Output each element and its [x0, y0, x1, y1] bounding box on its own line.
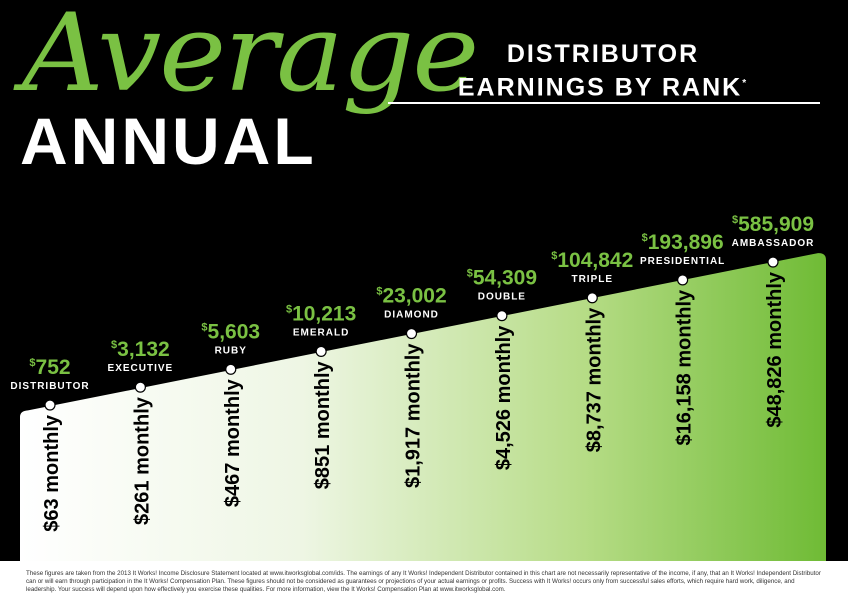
currency-symbol: $ [376, 286, 382, 298]
annual-number: 54,309 [473, 267, 537, 290]
currency-symbol: $ [201, 321, 207, 333]
monthly-label-6: $8,737 monthly [583, 307, 605, 452]
monthly-label-1: $261 monthly [131, 396, 153, 525]
point-1 [134, 381, 146, 393]
annual-number: 5,603 [208, 320, 261, 343]
annual-number: 3,132 [117, 338, 170, 361]
monthly-label-4: $1,917 monthly [403, 343, 425, 488]
currency-symbol: $ [551, 250, 557, 262]
currency-symbol: $ [467, 268, 473, 280]
rank-label-0: DISTRIBUTOR [10, 381, 89, 392]
annual-value-0: $752 [29, 356, 70, 379]
currency-symbol: $ [111, 339, 117, 351]
annual-value-7: $193,896 [642, 231, 724, 254]
point-7 [677, 274, 689, 286]
annual-title: ANNUAL [20, 104, 317, 178]
annual-value-3: $10,213 [286, 302, 356, 325]
rank-label-7: PRESIDENTIAL [640, 256, 725, 267]
monthly-label-0: $63 monthly [41, 414, 63, 532]
currency-symbol: $ [642, 232, 648, 244]
annual-value-4: $23,002 [376, 285, 446, 308]
monthly-label-2: $467 monthly [222, 378, 244, 507]
rank-label-5: DOUBLE [478, 292, 526, 303]
rank-label-1: EXECUTIVE [108, 363, 174, 374]
annual-value-6: $104,842 [551, 249, 633, 272]
subtitle-line-2-text: EARNINGS BY RANK [457, 73, 743, 102]
subtitle-line-1: DISTRIBUTOR [506, 40, 700, 68]
annual-number: 585,909 [738, 213, 814, 236]
disclaimer: These figures are taken from the 2013 It… [0, 561, 848, 616]
point-4 [405, 327, 418, 340]
point-8 [767, 256, 779, 268]
annual-value-5: $54,309 [467, 267, 537, 290]
rank-label-6: TRIPLE [571, 274, 613, 285]
currency-symbol: $ [732, 214, 738, 226]
earnings-area [20, 253, 826, 561]
annual-value-1: $3,132 [111, 338, 170, 361]
point-2 [225, 363, 237, 375]
point-3 [315, 345, 327, 357]
annual-number: 193,896 [648, 231, 724, 254]
subtitle-line-2: EARNINGS BY RANK* [388, 69, 818, 102]
rank-label-4: DIAMOND [384, 310, 439, 321]
script-title: Average [22, 0, 479, 116]
currency-symbol: $ [29, 357, 35, 369]
annual-value-8: $585,909 [732, 213, 814, 236]
monthly-label-8: $48,826 monthly [764, 271, 786, 428]
annual-number: 104,842 [557, 249, 633, 272]
annual-number: 752 [36, 356, 71, 379]
subtitle: DISTRIBUTOR EARNINGS BY RANK* [388, 40, 818, 102]
annual-value-2: $5,603 [201, 320, 260, 343]
point-6 [586, 292, 598, 304]
monthly-label-3: $851 monthly [312, 361, 334, 490]
monthly-label-7: $16,158 monthly [674, 289, 696, 446]
point-0 [44, 399, 56, 411]
rank-label-3: EMERALD [293, 327, 349, 338]
subtitle-asterisk: * [742, 78, 749, 89]
point-5 [496, 310, 508, 322]
subtitle-divider [388, 102, 820, 104]
rank-label-8: AMBASSADOR [732, 238, 815, 249]
annual-number: 10,213 [292, 302, 356, 325]
currency-symbol: $ [286, 303, 292, 315]
annual-number: 23,002 [382, 285, 446, 308]
rank-label-2: RUBY [215, 345, 247, 356]
monthly-label-5: $4,526 monthly [493, 325, 515, 470]
